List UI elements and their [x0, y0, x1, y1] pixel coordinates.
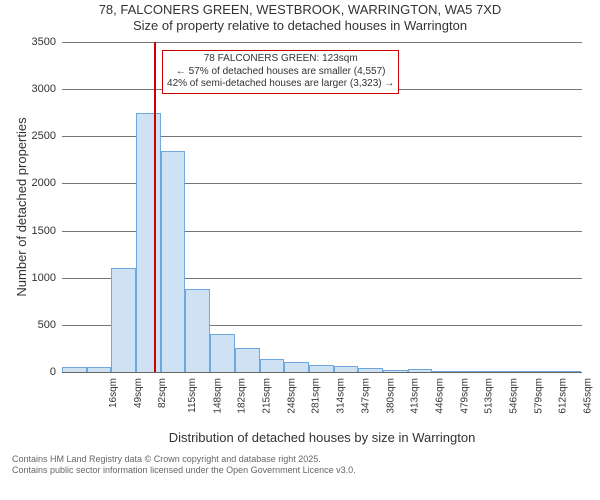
histogram-bar [235, 348, 260, 372]
x-axis-title: Distribution of detached houses by size … [62, 430, 582, 445]
annotation-box: 78 FALCONERS GREEN: 123sqm← 57% of detac… [162, 50, 399, 94]
histogram-bar [111, 268, 136, 372]
y-tick-label: 0 [16, 366, 56, 378]
x-tick-label: 281sqm [311, 378, 322, 414]
y-axis-title: Number of detached properties [14, 107, 29, 307]
x-tick-label: 215sqm [262, 378, 273, 414]
x-tick-label: 612sqm [558, 378, 569, 414]
footer-line2: Contains public sector information licen… [12, 465, 356, 476]
histogram-bar [284, 362, 309, 372]
histogram-bar [432, 371, 457, 372]
x-tick-label: 16sqm [108, 378, 119, 408]
histogram-bar [334, 366, 359, 372]
histogram-bar [506, 371, 531, 372]
chart-title: 78, FALCONERS GREEN, WESTBROOK, WARRINGT… [0, 2, 600, 35]
x-tick-label: 314sqm [336, 378, 347, 414]
x-tick-label: 446sqm [435, 378, 446, 414]
histogram-bar [161, 151, 186, 372]
histogram-bar [457, 371, 482, 372]
x-tick-label: 148sqm [212, 378, 223, 414]
histogram-bar [185, 289, 210, 372]
x-tick-label: 413sqm [410, 378, 421, 414]
y-tick-label: 3500 [16, 36, 56, 48]
gridline [62, 42, 582, 43]
y-tick-label: 500 [16, 319, 56, 331]
x-tick-label: 645sqm [583, 378, 594, 414]
x-tick-label: 248sqm [286, 378, 297, 414]
histogram-bar [210, 334, 235, 372]
histogram-bar [531, 371, 556, 372]
x-tick-label: 546sqm [509, 378, 520, 414]
histogram-bar [309, 365, 334, 372]
histogram-bar [260, 359, 285, 372]
histogram-bar [87, 367, 112, 372]
plot-area: 78 FALCONERS GREEN: 123sqm← 57% of detac… [62, 42, 582, 373]
y-tick-label: 3000 [16, 83, 56, 95]
x-tick-label: 182sqm [237, 378, 248, 414]
footer-attribution: Contains HM Land Registry data © Crown c… [12, 454, 356, 477]
x-tick-label: 380sqm [385, 378, 396, 414]
histogram-bar [408, 369, 433, 372]
x-tick-label: 82sqm [157, 378, 168, 408]
reference-line [154, 42, 156, 372]
x-tick-label: 49sqm [133, 378, 144, 408]
annotation-line: ← 57% of detached houses are smaller (4,… [167, 66, 394, 79]
title-line2: Size of property relative to detached ho… [0, 18, 600, 34]
histogram-bar [556, 371, 581, 372]
x-tick-label: 513sqm [484, 378, 495, 414]
x-tick-label: 579sqm [533, 378, 544, 414]
footer-line1: Contains HM Land Registry data © Crown c… [12, 454, 356, 465]
histogram-bar [358, 368, 383, 372]
title-line1: 78, FALCONERS GREEN, WESTBROOK, WARRINGT… [0, 2, 600, 18]
histogram-bar [482, 371, 507, 372]
annotation-line: 42% of semi-detached houses are larger (… [167, 78, 394, 91]
x-tick-label: 115sqm [187, 378, 198, 413]
histogram-bar [62, 367, 87, 372]
x-tick-label: 347sqm [360, 378, 371, 414]
histogram-bar [136, 113, 161, 372]
histogram-bar [383, 370, 408, 372]
gridline [62, 372, 582, 373]
x-tick-label: 479sqm [459, 378, 470, 414]
annotation-line: 78 FALCONERS GREEN: 123sqm [167, 53, 394, 66]
